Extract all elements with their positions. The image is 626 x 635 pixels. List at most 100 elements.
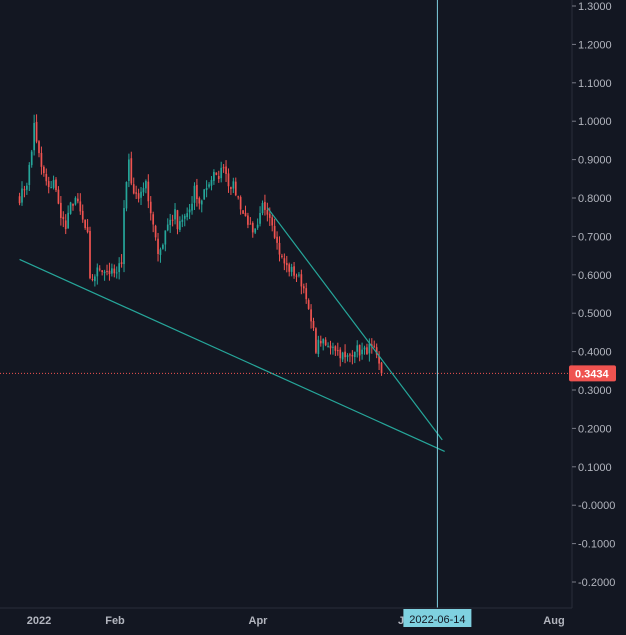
- candle-body: [288, 264, 291, 272]
- candle: [26, 182, 28, 195]
- y-tick-label: 0.3000: [578, 385, 612, 397]
- candle: [356, 340, 359, 358]
- candle: [351, 350, 354, 365]
- candle: [237, 195, 240, 200]
- candle-body: [278, 242, 281, 255]
- candle: [310, 304, 312, 329]
- candle-body: [373, 345, 376, 347]
- candle-body: [62, 216, 65, 220]
- candle: [261, 200, 264, 216]
- x-axis[interactable]: 2022 Feb Apr J Aug 2022-06-14: [0, 607, 572, 627]
- candle-body: [368, 343, 371, 354]
- candle-body: [196, 184, 198, 200]
- candle: [361, 342, 363, 360]
- candle-body: [205, 188, 208, 191]
- candle-body: [290, 266, 293, 272]
- candle: [183, 213, 186, 227]
- candle: [123, 200, 125, 273]
- candle: [273, 218, 276, 240]
- candle: [162, 243, 164, 250]
- candle-body: [378, 355, 380, 364]
- candle: [251, 221, 254, 238]
- candle-body: [132, 184, 135, 194]
- candle-body: [208, 184, 210, 187]
- candle: [18, 192, 21, 206]
- candle: [149, 196, 152, 221]
- candle: [232, 177, 235, 194]
- candle: [84, 219, 87, 230]
- candle-body: [322, 339, 325, 344]
- candle-body: [225, 166, 227, 175]
- candle: [81, 204, 84, 223]
- trendline-1[interactable]: [19, 258, 445, 452]
- candle-body: [281, 255, 283, 257]
- candle: [300, 269, 303, 295]
- candle-body: [120, 262, 123, 265]
- candle: [106, 264, 108, 276]
- candle: [222, 164, 225, 173]
- candle: [147, 174, 150, 209]
- candle: [62, 211, 65, 228]
- y-tick-label: 0.9000: [578, 155, 612, 167]
- candle: [101, 270, 104, 276]
- crosshair-date-label: 2022-06-14: [409, 614, 465, 626]
- candle: [96, 263, 99, 285]
- candle: [30, 149, 33, 168]
- candle: [94, 274, 96, 287]
- candle-body: [113, 268, 116, 274]
- candle: [169, 213, 172, 233]
- candle-body: [91, 279, 94, 281]
- candle: [120, 254, 123, 268]
- candle: [23, 185, 26, 198]
- candle-body: [366, 347, 368, 355]
- candle-body: [254, 228, 257, 233]
- candle-body: [43, 166, 45, 174]
- candle-body: [264, 201, 266, 210]
- candle: [210, 176, 213, 191]
- y-tick-label: 1.2000: [578, 39, 612, 51]
- candle: [132, 177, 135, 195]
- candle-body: [35, 121, 38, 142]
- candle-body: [346, 355, 349, 358]
- candle: [113, 264, 116, 278]
- trendline-2[interactable]: [266, 207, 443, 441]
- candle-body: [18, 196, 21, 204]
- candle: [52, 175, 55, 190]
- candle-body: [47, 181, 50, 188]
- candle-body: [222, 167, 225, 169]
- candle: [305, 282, 308, 304]
- candle: [89, 226, 91, 280]
- candle: [43, 165, 45, 177]
- y-axis[interactable]: 1.3000 1.2000 1.1000 1.0000 0.9000 0.8000 0.70…: [569, 0, 616, 608]
- candle-body: [324, 339, 327, 346]
- candle-body: [96, 267, 99, 277]
- candle-body: [298, 274, 300, 276]
- candle: [74, 196, 77, 206]
- candle: [69, 201, 72, 215]
- candle-body: [315, 328, 317, 353]
- candle: [47, 176, 50, 194]
- candle-body: [145, 180, 147, 189]
- candle: [115, 266, 118, 279]
- y-tick-label: 0.8000: [578, 193, 612, 205]
- y-tick-label: -0.1000: [578, 539, 615, 551]
- candle-body: [251, 222, 254, 233]
- candle: [358, 344, 361, 362]
- candle-body: [232, 181, 235, 189]
- candle: [125, 181, 128, 212]
- candle-body: [67, 212, 70, 229]
- candle-body: [339, 349, 342, 359]
- candle-body: [266, 209, 269, 215]
- candle: [171, 214, 174, 227]
- candle: [378, 351, 380, 371]
- candle: [256, 218, 259, 230]
- candle: [215, 172, 218, 176]
- candle: [341, 351, 344, 362]
- candle-body: [162, 244, 164, 249]
- candle: [154, 224, 157, 241]
- trendline-group[interactable]: [19, 207, 445, 452]
- candle-body: [213, 171, 215, 181]
- candle-body: [271, 217, 274, 226]
